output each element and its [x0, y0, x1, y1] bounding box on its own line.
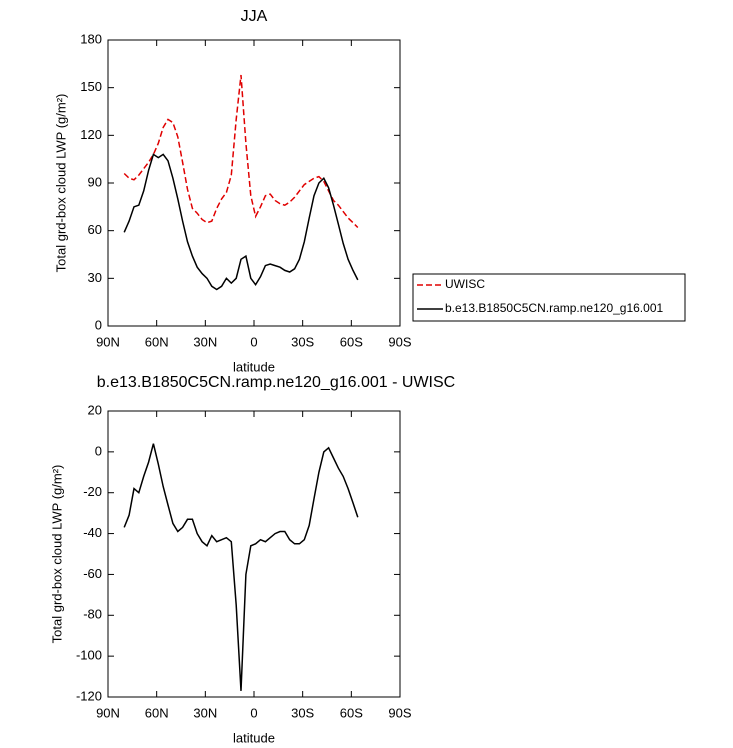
- y-tick-label: 0: [95, 317, 102, 332]
- x-tick-label: 60N: [145, 705, 169, 720]
- x-tick-label: 90N: [96, 334, 120, 349]
- y-tick-label: -120: [76, 688, 102, 703]
- data-line: [123, 74, 359, 229]
- y-tick-label: 90: [88, 174, 102, 189]
- x-axis-label: latitude: [233, 359, 275, 374]
- plot-frame: [107, 410, 401, 698]
- x-tick-label: 0: [250, 334, 257, 349]
- x-tick-label: 30N: [193, 705, 217, 720]
- y-axis-label: Total grd-box cloud LWP (g/m²): [49, 465, 64, 644]
- chart-title: JJA: [241, 8, 268, 25]
- y-tick-label: -60: [83, 566, 102, 581]
- y-tick-label: 20: [88, 402, 102, 417]
- y-tick-label: 150: [80, 79, 102, 94]
- x-axis-label: latitude: [233, 730, 275, 745]
- x-tick-label: 60S: [340, 334, 363, 349]
- y-tick-label: -40: [83, 525, 102, 540]
- x-tick-label: 90S: [388, 705, 411, 720]
- chart-title: b.e13.B1850C5CN.ramp.ne120_g16.001 - UWI…: [97, 374, 455, 391]
- x-tick-label: 60S: [340, 705, 363, 720]
- legend-box: [412, 273, 686, 322]
- data-line: [123, 153, 359, 291]
- y-axis-label: Total grd-box cloud LWP (g/m²): [53, 94, 68, 273]
- x-tick-label: 30S: [291, 705, 314, 720]
- legend-label: UWISC: [445, 277, 485, 291]
- x-tick-label: 0: [250, 705, 257, 720]
- y-tick-label: -20: [83, 484, 102, 499]
- x-tick-label: 30N: [193, 334, 217, 349]
- plot-frame: [107, 39, 401, 327]
- y-tick-label: 0: [95, 443, 102, 458]
- y-tick-label: -100: [76, 648, 102, 663]
- x-tick-label: 90N: [96, 705, 120, 720]
- y-tick-label: 60: [88, 222, 102, 237]
- y-tick-label: 30: [88, 270, 102, 285]
- x-tick-label: 60N: [145, 334, 169, 349]
- x-tick-label: 90S: [388, 334, 411, 349]
- x-tick-label: 30S: [291, 334, 314, 349]
- y-tick-label: 180: [80, 31, 102, 46]
- y-tick-label: 120: [80, 127, 102, 142]
- y-tick-label: -80: [83, 607, 102, 622]
- data-line: [123, 443, 359, 691]
- legend-label: b.e13.B1850C5CN.ramp.ne120_g16.001: [445, 301, 663, 315]
